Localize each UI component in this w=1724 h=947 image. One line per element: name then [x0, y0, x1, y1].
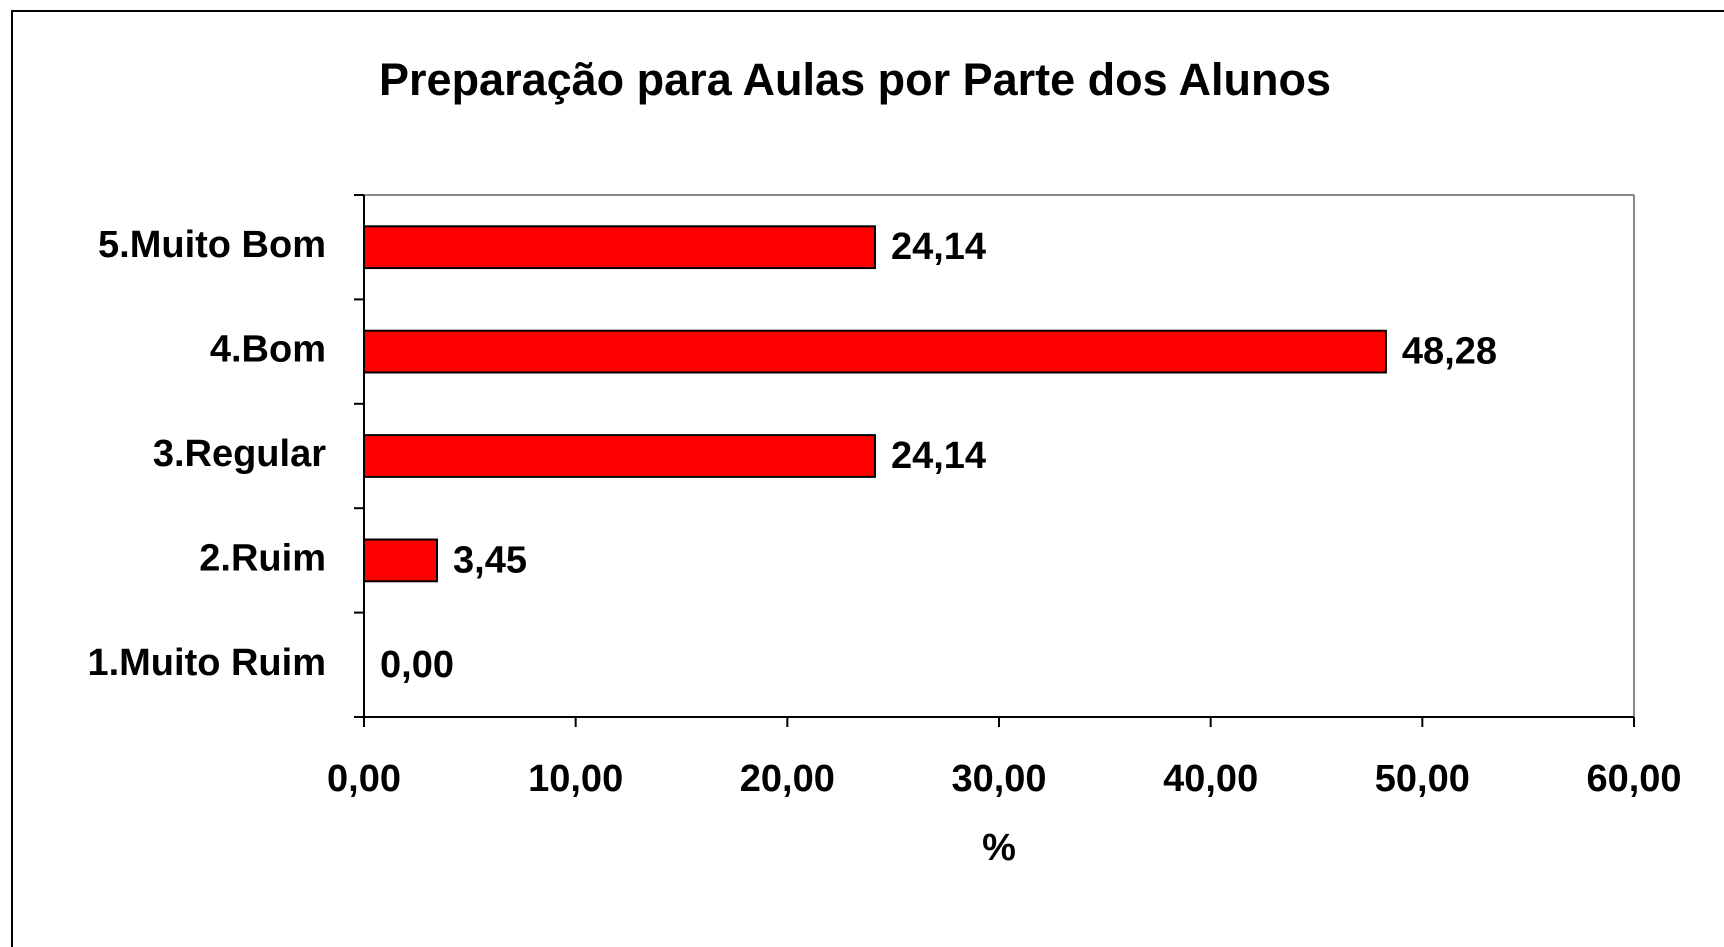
x-tick-label: 40,00 — [1163, 758, 1258, 800]
value-label: 3,45 — [453, 539, 527, 581]
x-axis-label: % — [982, 827, 1016, 869]
x-tick-label: 60,00 — [1586, 758, 1681, 800]
x-tick-label: 10,00 — [528, 758, 623, 800]
bar — [363, 329, 1387, 374]
x-tick-label: 30,00 — [951, 758, 1046, 800]
x-tick-label: 20,00 — [740, 758, 835, 800]
chart-border — [11, 10, 1724, 947]
y-tick-label: 5.Muito Bom — [98, 224, 326, 266]
value-label: 0,00 — [380, 644, 454, 686]
y-tick-label: 1.Muito Ruim — [87, 642, 326, 684]
x-tick-label: 50,00 — [1375, 758, 1470, 800]
value-label: 24,14 — [891, 435, 986, 477]
value-label: 24,14 — [891, 226, 986, 268]
x-tick-label: 0,00 — [327, 758, 401, 800]
value-label: 48,28 — [1402, 331, 1497, 373]
y-tick-label: 4.Bom — [210, 329, 326, 371]
chart-title: Preparação para Aulas por Parte dos Alun… — [379, 54, 1331, 105]
bar — [363, 434, 876, 478]
y-tick-label: 2.Ruim — [199, 537, 326, 579]
y-tick-label: 3.Regular — [153, 433, 326, 475]
bar — [363, 225, 876, 270]
bar — [363, 538, 439, 583]
